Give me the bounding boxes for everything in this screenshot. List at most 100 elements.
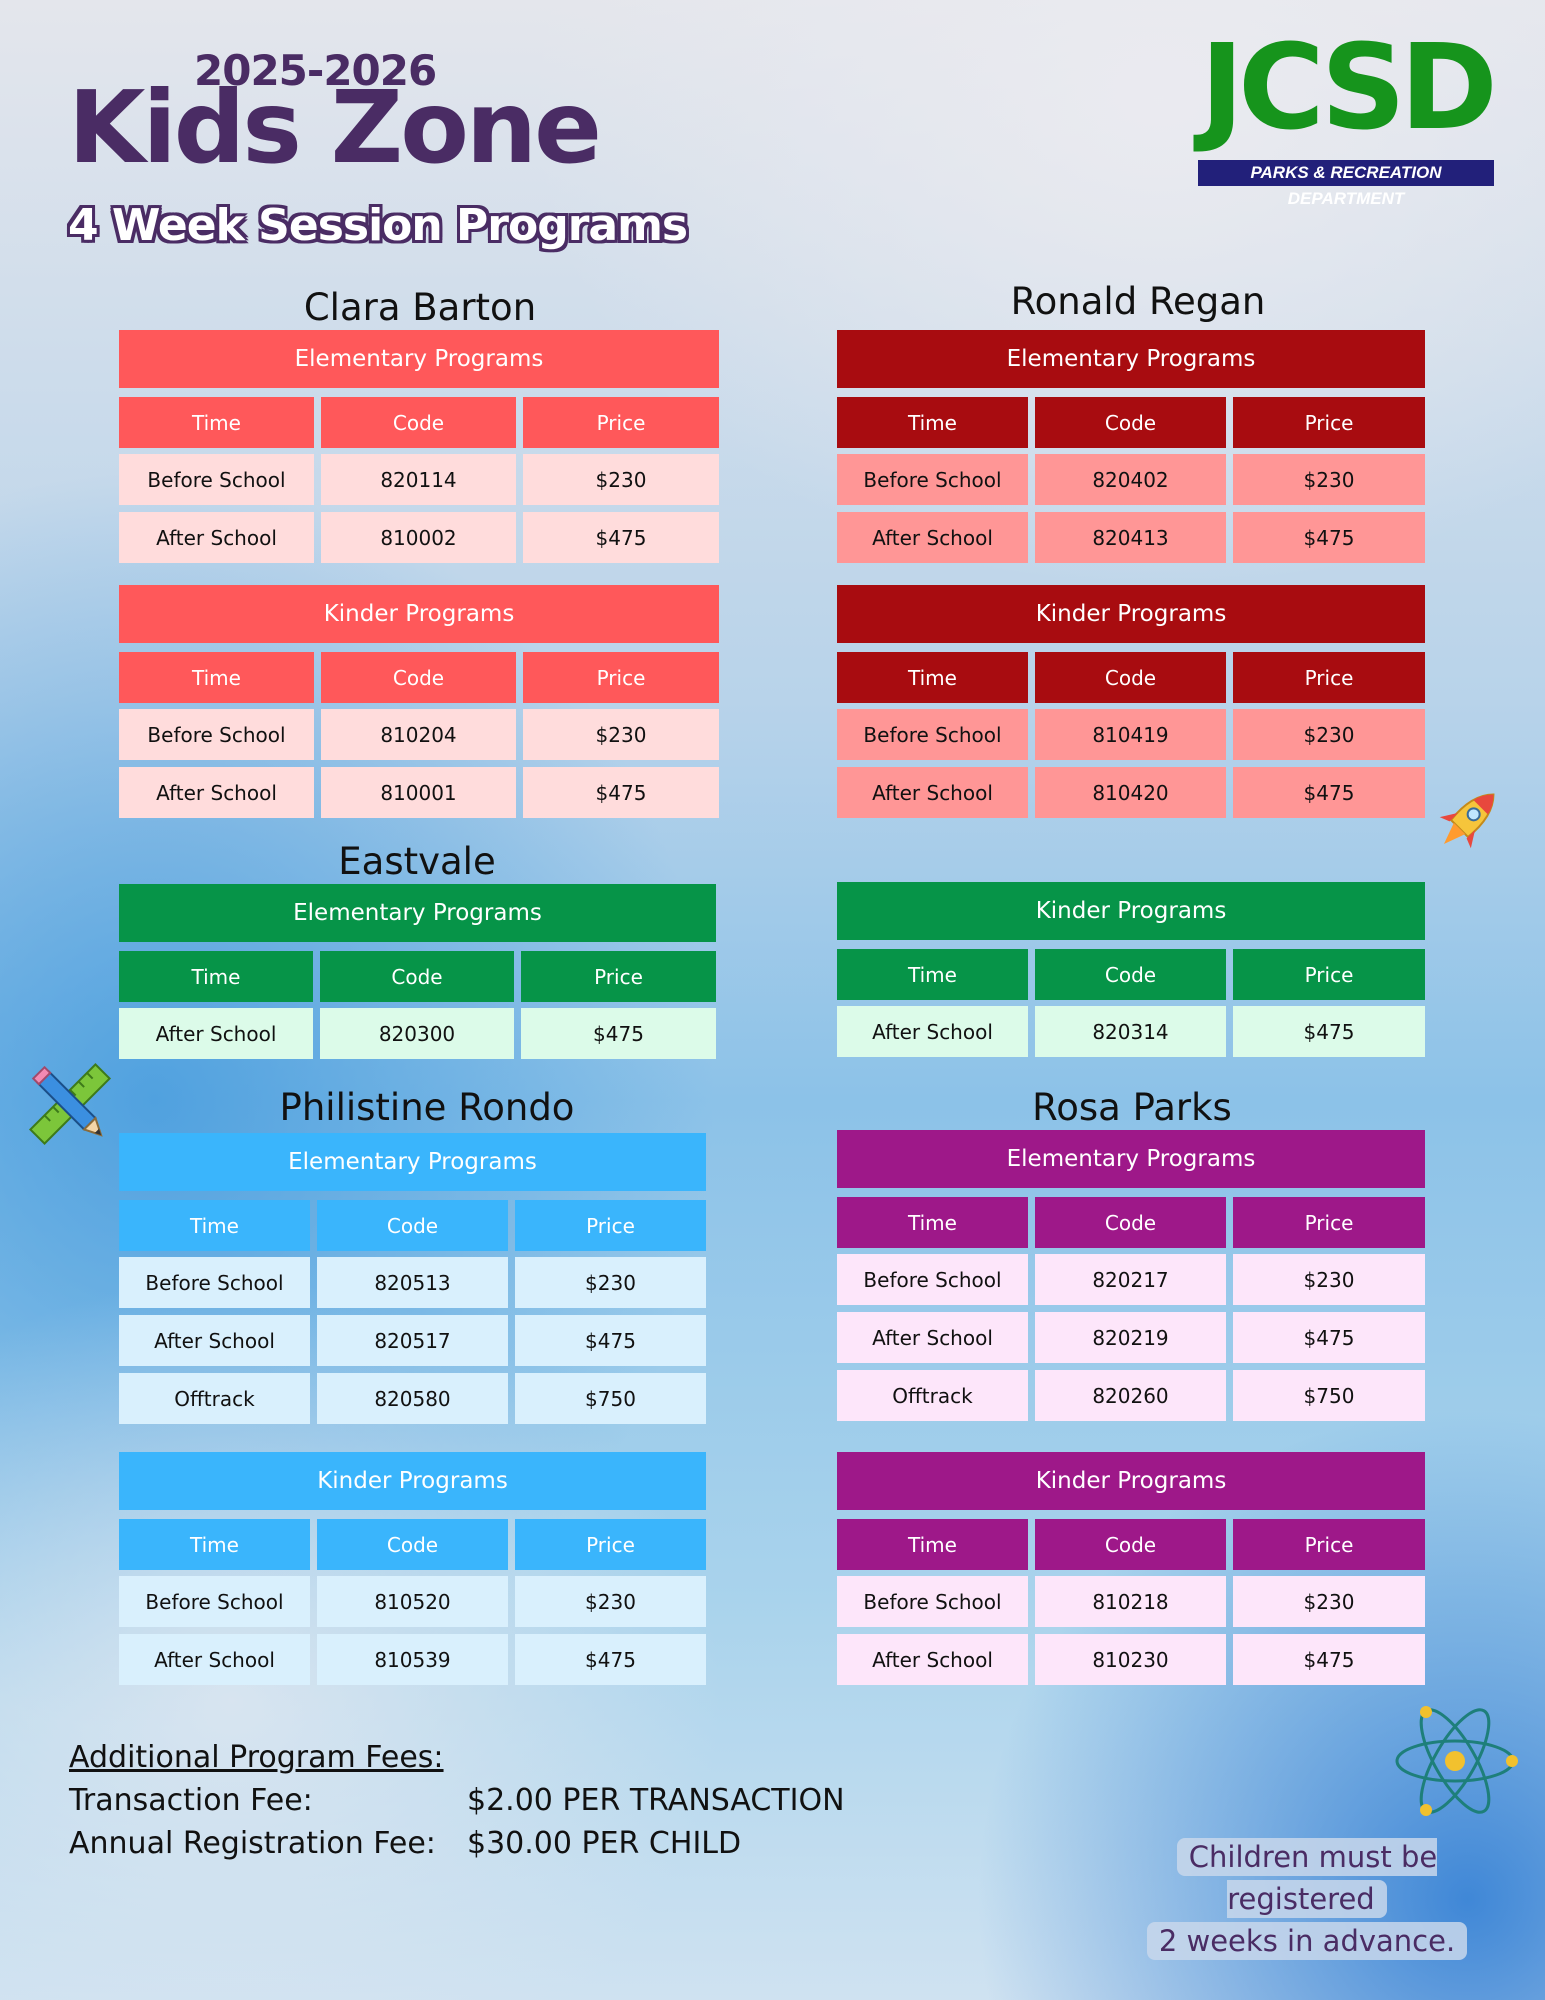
table-cell-code: 820217 <box>1035 1254 1226 1305</box>
table-cell-time: Before School <box>119 1576 310 1627</box>
column-header-time: Time <box>119 951 313 1002</box>
column-header-time: Time <box>119 652 314 703</box>
table-cell-time: Before School <box>119 1257 310 1308</box>
table-cell-code: 810002 <box>321 512 516 563</box>
column-header-price: Price <box>523 652 719 703</box>
table-cell-time: After School <box>119 512 314 563</box>
table-cell-price: $475 <box>523 767 719 818</box>
note-line-1: Children must be registered <box>1176 1838 1438 1918</box>
table-cell-price: $230 <box>523 454 719 505</box>
table-cell-code: 810539 <box>317 1634 508 1685</box>
table-cell-code: 820300 <box>320 1008 514 1059</box>
table-cell-time: After School <box>119 1008 313 1059</box>
program-table-ronald-regan-elementary: Elementary Programs Time Code Price Before S… <box>837 330 1425 570</box>
table-cell-price: $475 <box>1233 512 1425 563</box>
rocket-icon <box>1428 780 1508 860</box>
table-cell-price: $230 <box>1233 1254 1425 1305</box>
column-header-time: Time <box>837 1197 1028 1248</box>
table-cell-time: After School <box>837 512 1028 563</box>
table-cell-time: After School <box>119 767 314 818</box>
program-table-eastvale-elementary: Elementary Programs Time Code Price After Sc… <box>119 884 716 1066</box>
column-header-price: Price <box>515 1519 706 1570</box>
school-name-clara-barton: Clara Barton <box>303 286 537 329</box>
column-header-time: Time <box>837 652 1028 703</box>
table-cell-price: $230 <box>1233 1576 1425 1627</box>
registration-note: Children must be registered 2 weeks in a… <box>1102 1836 1512 1962</box>
column-header-time: Time <box>119 397 314 448</box>
table-cell-time: After School <box>837 1006 1028 1057</box>
column-header-price: Price <box>1233 1519 1425 1570</box>
program-table-clara-barton-elementary: Elementary Programs Time Code Price Before S… <box>119 330 719 570</box>
table-cell-price: $475 <box>1233 1312 1425 1363</box>
table-cell-time: Offtrack <box>837 1370 1028 1421</box>
school-name-ronald-regan: Ronald Regan <box>1010 280 1266 323</box>
table-cell-code: 820402 <box>1035 454 1226 505</box>
table-cell-code: 810520 <box>317 1576 508 1627</box>
table-cell-code: 820517 <box>317 1315 508 1366</box>
table-cell-code: 810218 <box>1035 1576 1226 1627</box>
program-heading: Kinder Programs <box>119 585 719 643</box>
column-header-price: Price <box>1233 949 1425 1000</box>
table-cell-code: 810204 <box>321 709 516 760</box>
table-cell-time: Before School <box>837 1576 1028 1627</box>
column-header-price: Price <box>523 397 719 448</box>
column-header-code: Code <box>1035 397 1226 448</box>
table-cell-time: Before School <box>119 709 314 760</box>
fee-label-registration: Annual Registration Fee: <box>69 1826 436 1861</box>
table-cell-code: 820413 <box>1035 512 1226 563</box>
jcsd-logo: JCSD PARKS & RECREATION DEPARTMENT <box>1196 28 1498 208</box>
fees-title: Additional Program Fees: <box>69 1740 444 1775</box>
logo-text: JCSD <box>1200 18 1498 156</box>
table-cell-code: 820219 <box>1035 1312 1226 1363</box>
school-name-rosa-parks: Rosa Parks <box>1032 1086 1232 1129</box>
program-heading: Elementary Programs <box>837 330 1425 388</box>
note-line-2: 2 weeks in advance. <box>1146 1922 1468 1960</box>
pencil-ruler-icon <box>22 1056 118 1152</box>
column-header-time: Time <box>837 1519 1028 1570</box>
program-heading: Kinder Programs <box>837 882 1425 940</box>
table-cell-price: $230 <box>1233 709 1425 760</box>
atom-icon <box>1392 1698 1518 1824</box>
program-table-rosa-parks-elementary: Elementary Programs Time Code Price Before S… <box>837 1130 1425 1428</box>
school-name-philistine-rondo: Philistine Rondo <box>279 1086 575 1129</box>
table-cell-time: After School <box>119 1634 310 1685</box>
table-cell-price: $475 <box>1233 1634 1425 1685</box>
column-header-code: Code <box>1035 652 1226 703</box>
table-cell-code: 810001 <box>321 767 516 818</box>
column-header-time: Time <box>119 1200 310 1251</box>
table-cell-code: 810420 <box>1035 767 1226 818</box>
year-label: 2025-2026 <box>194 46 437 95</box>
program-heading: Elementary Programs <box>119 884 716 942</box>
program-heading: Kinder Programs <box>837 585 1425 643</box>
table-cell-time: After School <box>119 1315 310 1366</box>
column-header-price: Price <box>1233 652 1425 703</box>
column-header-code: Code <box>321 397 516 448</box>
school-name-eastvale: Eastvale <box>338 840 496 883</box>
table-cell-time: Before School <box>837 709 1028 760</box>
table-cell-code: 820260 <box>1035 1370 1226 1421</box>
column-header-price: Price <box>521 951 716 1002</box>
program-table-ronald-regan-kinder: Kinder Programs Time Code Price Before Schoo… <box>837 585 1425 825</box>
table-cell-price: $475 <box>515 1315 706 1366</box>
page-subtitle: 4 Week Session Programs <box>68 200 688 251</box>
program-heading: Elementary Programs <box>119 330 719 388</box>
program-heading: Elementary Programs <box>837 1130 1425 1188</box>
program-heading: Kinder Programs <box>837 1452 1425 1510</box>
column-header-code: Code <box>1035 1197 1226 1248</box>
program-table-rosa-parks-kinder: Kinder Programs Time Code Price Before Schoo… <box>837 1452 1425 1692</box>
table-cell-price: $475 <box>1233 1006 1425 1057</box>
program-heading: Elementary Programs <box>119 1133 706 1191</box>
table-cell-time: After School <box>837 1312 1028 1363</box>
table-cell-price: $475 <box>1233 767 1425 818</box>
table-cell-time: Offtrack <box>119 1373 310 1424</box>
table-cell-code: 820114 <box>321 454 516 505</box>
column-header-price: Price <box>1233 397 1425 448</box>
logo-tagline: PARKS & RECREATION DEPARTMENT <box>1198 160 1494 208</box>
column-header-code: Code <box>1035 1519 1226 1570</box>
table-cell-time: Before School <box>837 454 1028 505</box>
table-cell-code: 810230 <box>1035 1634 1226 1685</box>
column-header-code: Code <box>321 652 516 703</box>
table-cell-time: Before School <box>119 454 314 505</box>
table-cell-price: $230 <box>515 1257 706 1308</box>
table-cell-price: $475 <box>521 1008 716 1059</box>
